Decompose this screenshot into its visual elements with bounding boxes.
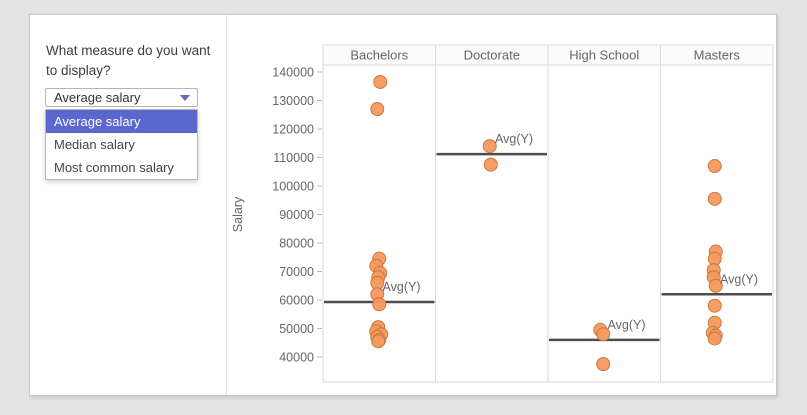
measure-select-value: Average salary — [54, 90, 141, 105]
data-point[interactable] — [707, 159, 722, 174]
data-point[interactable] — [482, 139, 497, 154]
y-axis-title: Salary — [231, 196, 245, 232]
avg-line-label: Avg(Y) — [608, 318, 646, 332]
measure-options-list: Average salary Median salary Most common s… — [45, 109, 198, 180]
y-tick-label: 90000 — [279, 208, 314, 222]
data-point[interactable] — [707, 331, 722, 346]
data-point[interactable] — [708, 278, 723, 293]
y-tick-label: 80000 — [279, 237, 314, 251]
avg-line-label: Avg(Y) — [720, 272, 758, 286]
chevron-down-icon — [180, 95, 190, 101]
column-header-masters: Masters — [694, 48, 741, 63]
y-tick-label: 40000 — [279, 351, 314, 365]
y-tick-label: 50000 — [279, 322, 314, 336]
data-point[interactable] — [373, 74, 388, 89]
salary-scatter-chart: 40000 50000 60000 70000 80000 90000 100000 1100… — [231, 44, 774, 383]
column-header-doctorate: Doctorate — [464, 48, 520, 63]
column-header-high-school: High School — [569, 48, 639, 63]
data-point[interactable] — [707, 191, 722, 206]
y-tick-label: 140000 — [272, 66, 314, 80]
y-tick-label: 70000 — [279, 265, 314, 279]
data-point[interactable] — [372, 297, 387, 312]
y-tick-label: 100000 — [272, 180, 314, 194]
avg-line-label: Avg(Y) — [383, 280, 421, 294]
data-point[interactable] — [370, 102, 385, 117]
measure-option[interactable]: Average salary — [46, 110, 197, 133]
data-point[interactable] — [707, 298, 722, 313]
panel-divider — [226, 15, 227, 395]
y-tick-label: 110000 — [273, 151, 314, 165]
app-card: What measure do you want to display? Ave… — [29, 14, 777, 396]
data-point[interactable] — [596, 327, 611, 342]
y-tick-label: 60000 — [279, 294, 314, 308]
measure-option[interactable]: Most common salary — [54, 160, 174, 175]
column-header-bachelors: Bachelors — [350, 48, 408, 63]
data-point[interactable] — [483, 157, 498, 172]
avg-line-label: Avg(Y) — [495, 132, 533, 146]
data-point[interactable] — [371, 334, 386, 349]
question-label: What measure do you want to display? — [46, 43, 211, 79]
y-tick-label: 130000 — [272, 94, 314, 108]
measure-option[interactable]: Median salary — [54, 137, 135, 152]
y-tick-label: 120000 — [272, 123, 314, 137]
data-point[interactable] — [596, 357, 611, 372]
measure-select[interactable]: Average salary — [45, 88, 198, 107]
